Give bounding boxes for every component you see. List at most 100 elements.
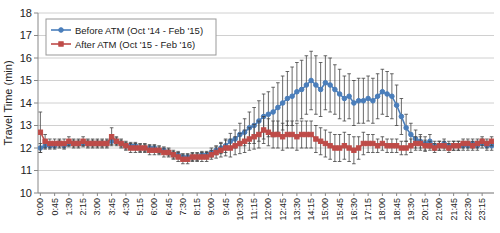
- error-cap: [229, 139, 233, 140]
- data-point: [43, 139, 47, 143]
- error-cap: [290, 67, 294, 68]
- error-cap: [148, 154, 152, 155]
- error-cap: [314, 114, 318, 115]
- error-cap: [352, 80, 356, 81]
- data-point: [342, 144, 346, 148]
- error-cap: [53, 139, 57, 140]
- error-bar: [324, 56, 328, 110]
- data-point: [394, 144, 398, 148]
- error-cap: [300, 118, 304, 119]
- data-point: [290, 94, 295, 99]
- error-bar: [224, 140, 228, 156]
- data-point: [333, 146, 337, 150]
- error-cap: [39, 152, 43, 153]
- error-cap: [67, 146, 71, 147]
- error-bar: [172, 151, 176, 158]
- error-cap: [442, 139, 446, 140]
- data-point: [371, 141, 375, 145]
- error-cap: [295, 121, 299, 122]
- error-cap: [105, 139, 109, 140]
- data-point: [171, 152, 176, 157]
- x-tick-label: 15:00: [320, 198, 330, 221]
- data-point: [309, 78, 314, 83]
- data-point: [323, 141, 327, 145]
- x-tick-label: 23:15: [477, 198, 487, 221]
- data-point: [299, 132, 303, 136]
- error-bar: [319, 63, 323, 117]
- data-point: [304, 132, 308, 136]
- error-cap: [214, 158, 218, 159]
- error-cap: [86, 139, 90, 140]
- error-cap: [105, 148, 109, 149]
- data-point: [138, 146, 142, 150]
- y-tick-label: 12: [20, 142, 32, 154]
- error-cap: [476, 148, 480, 149]
- error-bar: [195, 153, 199, 162]
- error-cap: [400, 134, 404, 135]
- error-bar: [295, 123, 299, 150]
- error-cap: [300, 148, 304, 149]
- error-bar: [381, 137, 385, 151]
- y-tick-label: 15: [20, 74, 32, 86]
- error-bar: [191, 154, 195, 161]
- data-point: [366, 96, 371, 101]
- error-cap: [143, 152, 147, 153]
- error-cap: [343, 76, 347, 77]
- error-cap: [124, 141, 128, 142]
- data-point: [285, 132, 289, 136]
- error-bar: [428, 135, 432, 149]
- error-cap: [248, 112, 252, 113]
- error-cap: [300, 121, 304, 122]
- error-cap: [433, 143, 437, 144]
- error-cap: [381, 150, 385, 151]
- error-cap: [381, 69, 385, 70]
- error-cap: [376, 152, 380, 153]
- data-point: [114, 139, 118, 143]
- x-tick: [467, 193, 468, 196]
- error-cap: [385, 139, 389, 140]
- error-cap: [357, 78, 361, 79]
- error-cap: [172, 150, 176, 151]
- error-bar: [423, 140, 427, 151]
- data-point: [195, 155, 200, 160]
- error-cap: [442, 141, 446, 142]
- x-tick: [97, 193, 98, 196]
- error-bar: [72, 140, 76, 147]
- error-bar: [300, 60, 304, 119]
- error-cap: [153, 144, 157, 145]
- data-point: [214, 150, 218, 154]
- data-point: [119, 141, 123, 145]
- error-bar: [157, 146, 161, 155]
- x-tick-label: 4:30: [121, 198, 131, 216]
- error-bar: [48, 139, 52, 148]
- error-bar: [480, 137, 484, 146]
- error-cap: [343, 132, 347, 133]
- error-cap: [376, 118, 380, 119]
- error-cap: [485, 148, 489, 149]
- error-bar: [357, 137, 361, 160]
- y-tick: [34, 148, 38, 149]
- error-cap: [219, 142, 223, 143]
- error-cap: [238, 123, 242, 124]
- error-bar: [148, 146, 152, 155]
- error-bar: [105, 140, 109, 147]
- error-bar: [195, 154, 199, 161]
- error-cap: [490, 145, 494, 146]
- error-cap: [134, 152, 138, 153]
- error-cap: [62, 148, 66, 149]
- data-point: [375, 144, 379, 148]
- error-cap: [96, 139, 100, 140]
- error-bar: [91, 140, 95, 147]
- grid-line: [38, 13, 494, 14]
- error-bar: [262, 117, 266, 144]
- plot-area: [38, 51, 494, 164]
- error-bar: [77, 139, 81, 148]
- error-cap: [138, 143, 142, 144]
- x-tick-label: 0:45: [50, 198, 60, 216]
- x-tick: [453, 193, 454, 196]
- data-point: [423, 144, 427, 148]
- series-line: [40, 81, 491, 158]
- error-cap: [281, 150, 285, 151]
- error-cap: [305, 121, 309, 122]
- error-bar: [466, 139, 470, 148]
